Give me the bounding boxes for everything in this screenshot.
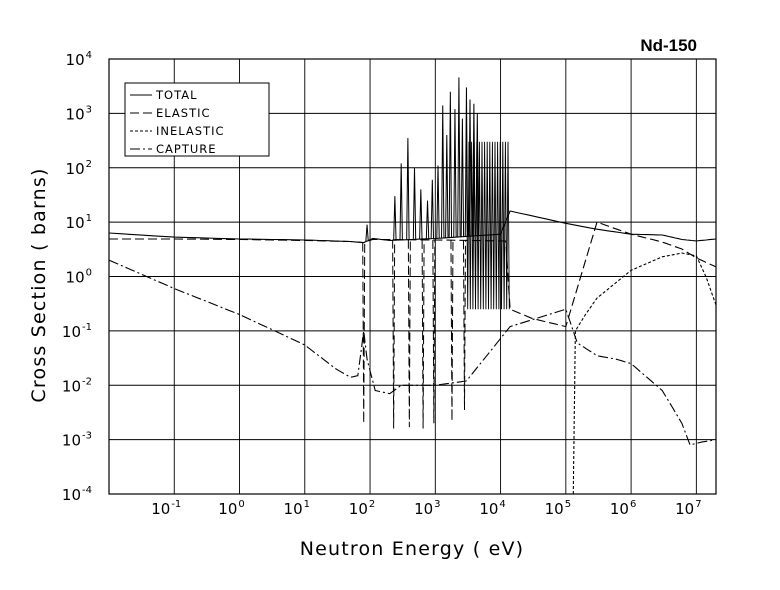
resonance-dip [432,239,436,424]
resonance-peak [365,224,369,242]
resonance-dip [392,239,396,429]
series-line [109,221,716,328]
resonance-peak [457,77,461,237]
y-tick-labels: 10-4 10-3 10-2 10-1 100 101 102 103 104 [62,50,92,504]
resonance-peak [425,200,430,239]
resonance-dip [450,240,454,422]
legend: TOTAL ELASTIC INELASTIC CAPTURE [124,82,270,157]
resonance-peak [430,179,435,239]
resonance-dip [462,240,466,411]
resonance-dip [421,239,425,429]
x-tick-label: 105 [545,499,571,518]
x-tick-label: 106 [610,499,636,518]
resonance-peak [412,167,417,240]
y-tick-label: 104 [66,50,92,69]
series-line [109,210,716,244]
series-elastic [109,221,716,429]
legend-label: INELASTIC [156,124,225,138]
x-tick-label: 100 [218,499,244,518]
plot-frame [108,58,717,495]
resonance-peak [453,109,457,238]
legend-label: ELASTIC [156,106,211,120]
y-tick-label: 101 [66,213,92,232]
y-tick-label: 10-4 [62,485,92,504]
x-tick-label: 103 [414,499,440,518]
resonance-peak [445,135,449,238]
chart-title: Nd-150 [640,36,697,55]
resonance-peak [448,91,453,238]
x-axis-label: Neutron Energy ( eV) [300,538,525,560]
resonance-peak [464,87,469,237]
resonance-dip [407,239,411,428]
resonance-dip [362,242,366,424]
resonance-peak [460,118,465,237]
resonance-peak [419,189,423,240]
x-tick-label: 101 [284,499,310,518]
y-tick-label: 10-2 [62,376,92,395]
x-tick-label: 107 [675,499,701,518]
x-tick-label: 104 [479,499,505,518]
resonance-peak [393,196,397,241]
legend-label: CAPTURE [156,142,217,156]
resonance-band [465,141,510,310]
resonance-peak [399,163,403,240]
y-tick-label: 10-3 [62,431,92,450]
x-tick-label: 102 [349,499,375,518]
resonance-peak [441,105,445,239]
y-tick-label: 10-1 [62,322,92,341]
series-inelastic [572,252,716,494]
y-tick-label: 103 [66,104,92,123]
x-tick-labels: 10-1 100 101 102 103 104 105 106 107 [151,499,701,518]
series-line [572,252,716,494]
series-line [109,259,716,446]
y-tick-label: 100 [66,268,92,287]
resonance-peak [406,138,410,240]
legend-label: TOTAL [155,88,197,102]
resonance-peak [436,165,440,239]
series-capture [109,259,716,446]
series-curves [109,77,716,494]
y-tick-label: 102 [66,159,92,178]
y-axis-label: Cross Section ( barns) [28,167,50,402]
x-tick-label: 10-1 [151,499,181,518]
